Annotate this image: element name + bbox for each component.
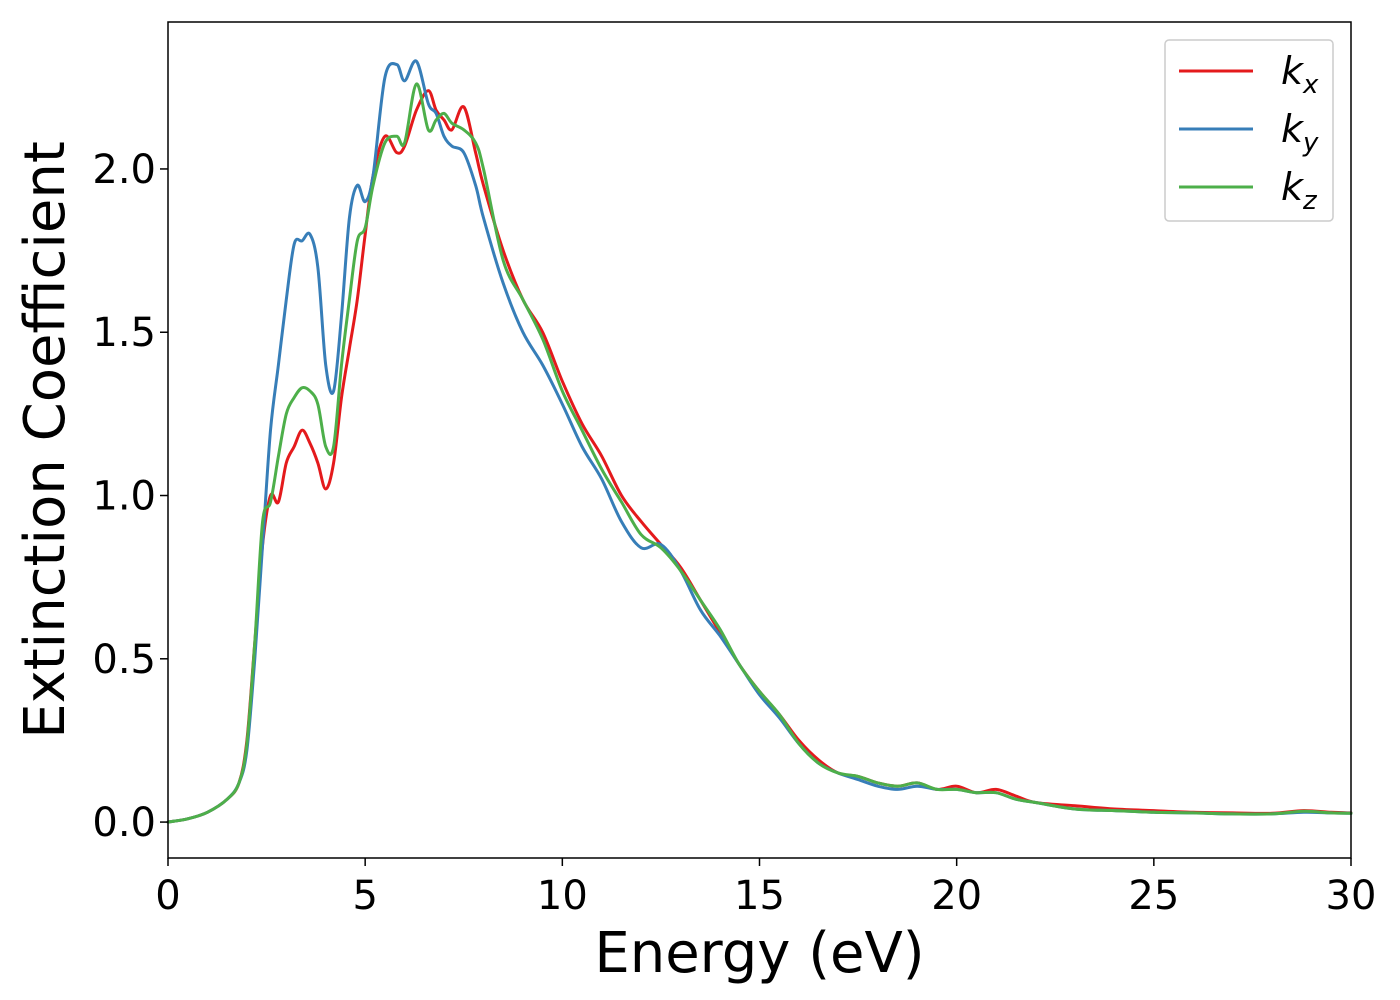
x-axis-label: Energy (eV) (594, 921, 924, 986)
legend: kx ky kz (1164, 39, 1334, 222)
legend-label-y: ky (1281, 107, 1319, 158)
x-tick-label: 20 (931, 873, 982, 919)
y-tick-label: 0.5 (92, 637, 156, 683)
legend-label-z: kz (1281, 165, 1318, 216)
y-tick-label: 0.0 (92, 800, 156, 846)
x-tick-label: 5 (352, 873, 377, 919)
x-tick-label: 10 (537, 873, 588, 919)
y-axis-label: Extinction Coefficient (13, 141, 78, 739)
x-tick-label: 0 (155, 873, 180, 919)
x-tick-label: 15 (734, 873, 785, 919)
series-layer (166, 59, 1353, 824)
legend-label-x: kx (1281, 49, 1319, 100)
series-line-z (166, 82, 1353, 824)
x-tick-label: 30 (1326, 873, 1377, 919)
y-tick-label: 2.0 (92, 147, 156, 193)
ticks-layer: 0 5 10 15 20 25 30 0.0 0.5 1.0 1.5 2.0 (92, 147, 1376, 919)
x-tick-label: 25 (1128, 873, 1179, 919)
y-tick-label: 1.0 (92, 474, 156, 520)
y-tick-label: 1.5 (92, 310, 156, 356)
